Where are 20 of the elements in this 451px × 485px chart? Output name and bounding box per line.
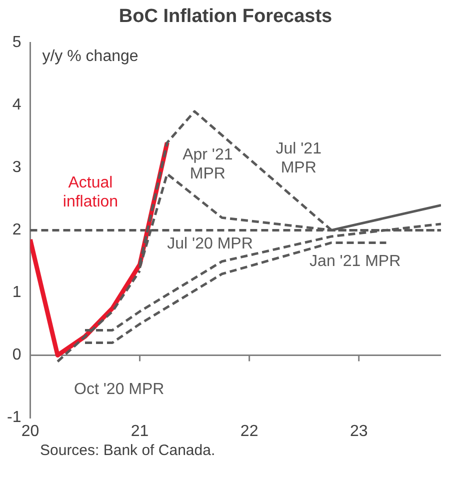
y-tick-label: 1 [12,284,22,302]
x-tick-label: 20 [21,422,40,440]
y-tick-label: 2 [12,222,22,239]
y-tick-label: 4 [12,96,22,114]
series-label: Oct '20 MPR [74,381,164,398]
x-tick-label: 23 [350,422,368,440]
x-tick-label: 22 [240,422,258,440]
y-axis-title: y/y % change [42,48,138,66]
series-label: Jul '21 MPR [276,140,322,176]
y-tick-label: -1 [6,409,22,426]
series-label: Apr '21 MPR [182,146,233,183]
source-note: Sources: Bank of Canada. [40,442,216,460]
y-tick-label: 3 [12,159,22,176]
y-tick-label: 5 [12,34,22,52]
y-tick-label: 0 [12,346,22,364]
series-label: Jul '20 MPR [167,235,253,252]
x-tick-label: 21 [130,422,149,440]
series-label: Jan '21 MPR [310,252,401,270]
text: Actual inflation [62,174,118,211]
chart-title: BoC Inflation Forecasts [118,6,334,29]
